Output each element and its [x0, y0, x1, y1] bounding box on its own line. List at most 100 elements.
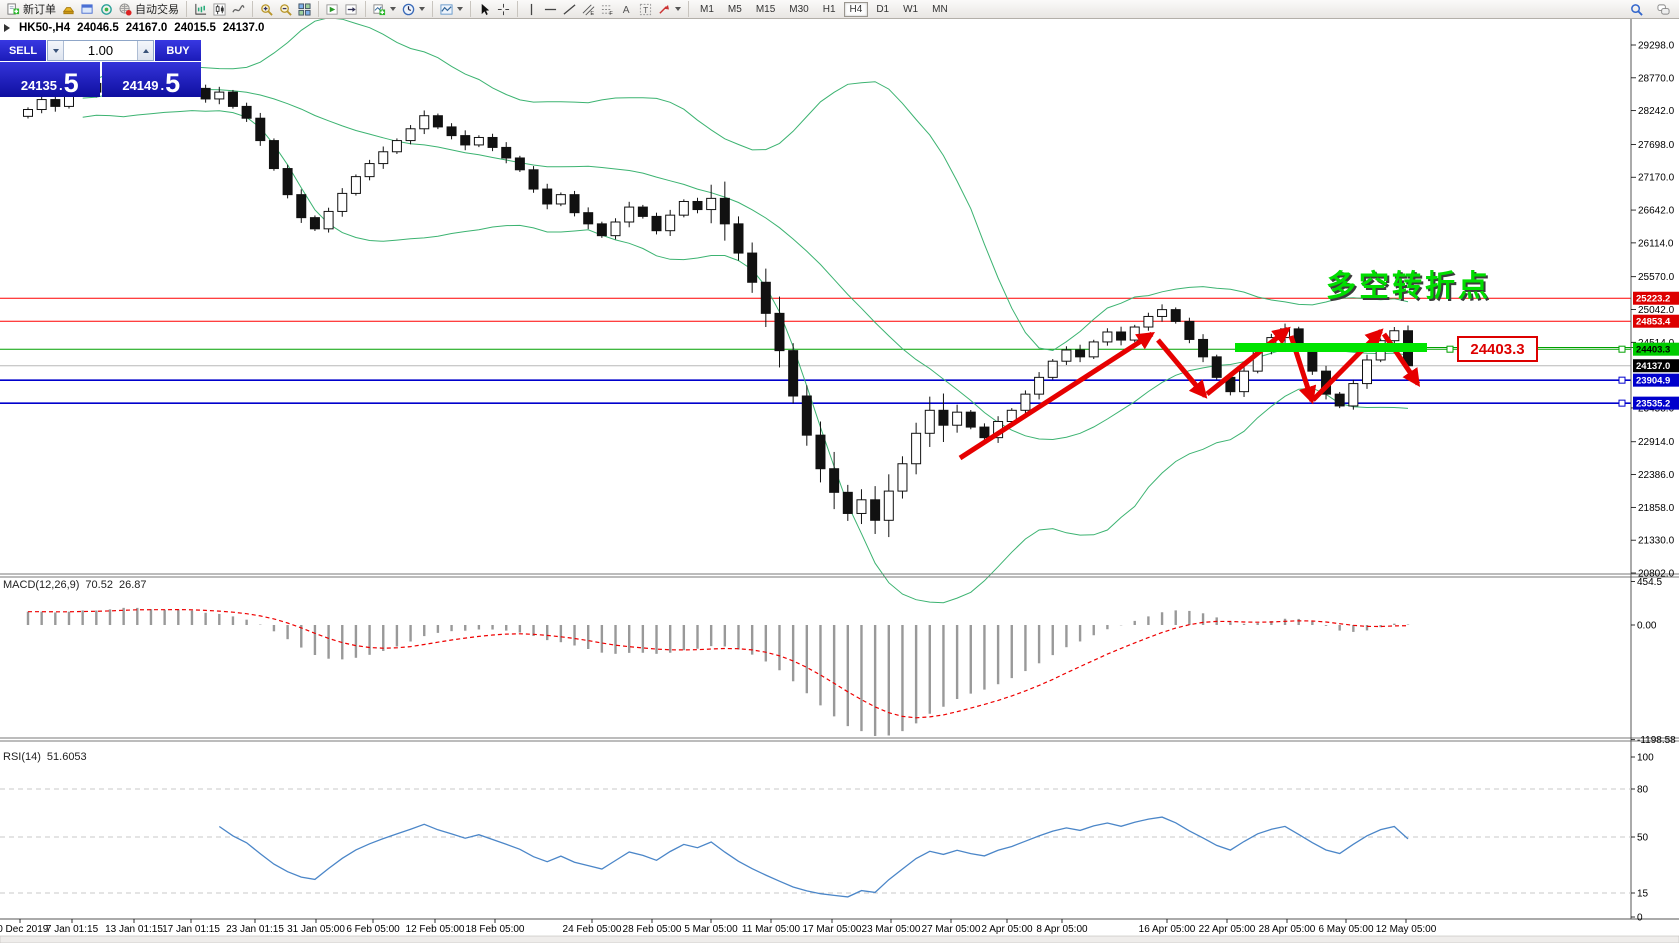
rsi-tick: 15: [1637, 889, 1649, 900]
price-callout-box[interactable]: 24403.3: [1457, 336, 1538, 362]
candle: [391, 140, 402, 153]
line-handle[interactable]: [1446, 345, 1454, 353]
vertical-line-tool-button[interactable]: [522, 2, 541, 17]
price-badge-text: 23904.9: [1636, 376, 1670, 387]
chart-shift-button[interactable]: [342, 2, 361, 17]
search-button[interactable]: [1627, 2, 1646, 17]
macd-value: 70.52: [85, 579, 113, 591]
arrows-icon: [658, 3, 671, 16]
tile-windows-button[interactable]: [295, 2, 314, 17]
candle: [1389, 330, 1400, 342]
bar-chart-mode-button[interactable]: [191, 2, 210, 17]
time-tick: 27 Mar 05:00: [922, 924, 981, 935]
new-order-button[interactable]: 新订单: [4, 0, 59, 18]
line-chart-mode-button[interactable]: [229, 2, 248, 17]
chevron-down-icon[interactable]: [457, 7, 463, 11]
combo-icon: [440, 3, 453, 16]
bollinger-lower: [82, 110, 1409, 604]
timeframe-h1-button[interactable]: H1: [822, 3, 836, 15]
timeframe-d1-button[interactable]: D1: [876, 3, 890, 15]
time-tick: 2 Apr 05:00: [981, 924, 1033, 935]
chevron-down-icon[interactable]: [390, 7, 396, 11]
cursor-tool-button[interactable]: [475, 2, 494, 17]
fibonacci-tool-button[interactable]: F: [598, 2, 617, 17]
volume-increase-button[interactable]: [137, 41, 153, 60]
new-chart-button[interactable]: [370, 2, 399, 17]
time-tick: 24 Feb 05:00: [563, 924, 622, 935]
candle: [419, 115, 430, 130]
volume-input[interactable]: 1.00: [87, 43, 114, 58]
rsi-panel: 100 80 50 15 0: [0, 753, 1654, 924]
timeframe-w1-button[interactable]: W1: [903, 3, 919, 15]
candle: [268, 140, 279, 170]
auto-scroll-button[interactable]: [323, 2, 342, 17]
market-watch-button[interactable]: [59, 2, 78, 17]
candle: [651, 215, 662, 232]
sell-price-button[interactable]: 24135 . 5: [0, 62, 100, 97]
trend-arrow[interactable]: [1311, 328, 1384, 402]
timeframe-m30-button[interactable]: M30: [789, 3, 809, 15]
text-tool-button[interactable]: A: [617, 2, 636, 17]
candle: [1006, 409, 1017, 422]
candle: [1334, 393, 1345, 407]
candle: [801, 395, 812, 436]
time-tick: 23 Jan 01:15: [226, 924, 284, 935]
timeframe-h4-button[interactable]: H4: [843, 1, 869, 17]
navigator-button[interactable]: [97, 2, 116, 17]
candle: [542, 188, 553, 205]
zoom-out-button[interactable]: [276, 2, 295, 17]
arrows-tool-button[interactable]: [655, 2, 684, 17]
zoom-in-button[interactable]: [257, 2, 276, 17]
candlestick-mode-button[interactable]: [210, 2, 229, 17]
price-tick: 22914.0: [1638, 437, 1675, 448]
time-tick: 6 Feb 05:00: [346, 924, 400, 935]
candle: [1020, 393, 1031, 411]
autotrading-label: 自动交易: [135, 4, 179, 16]
timeframe-m5-button[interactable]: M5: [727, 3, 742, 15]
time-tick: 8 Apr 05:00: [1036, 924, 1088, 935]
status-strip: [0, 935, 1679, 943]
sell-button[interactable]: SELL: [0, 40, 46, 61]
trend-arrow[interactable]: [1205, 326, 1291, 396]
trendline-tool-button[interactable]: [560, 2, 579, 17]
triangle-up-icon: [142, 48, 149, 53]
svg-text:E: E: [590, 11, 594, 16]
buy-button[interactable]: BUY: [155, 40, 201, 61]
timeframe-mn-button[interactable]: MN: [932, 3, 948, 15]
hline-icon: [544, 3, 557, 16]
timeframe-m15-button[interactable]: M15: [755, 3, 776, 15]
svg-text:F: F: [609, 11, 613, 16]
chart-plus-icon: [373, 3, 386, 16]
trend-arrow[interactable]: [1381, 332, 1421, 387]
trend-arrow[interactable]: [1156, 338, 1208, 399]
symbol-period: HK50-,H4: [19, 22, 71, 34]
toolbar: 新订单 自动交易 E F A T M1 M5 M15 M30 H1 H4 D1 W1 MN: [0, 0, 1679, 19]
chat-button[interactable]: [1654, 2, 1673, 17]
timeframe-m1-button[interactable]: M1: [700, 3, 714, 15]
line-handle[interactable]: [1618, 399, 1626, 407]
line-handle[interactable]: [1618, 345, 1626, 353]
toolbar-group-profile: [432, 1, 470, 17]
price-tick: 26642.0: [1638, 206, 1675, 217]
headline-annotation[interactable]: 多空转折点: [1326, 270, 1491, 303]
data-window-button[interactable]: [78, 2, 97, 17]
chevron-down-icon[interactable]: [419, 7, 425, 11]
equidistant-channel-tool-button[interactable]: E: [579, 2, 598, 17]
buy-price-button[interactable]: 24149 . 5: [101, 62, 201, 97]
chart-profile-button[interactable]: [437, 2, 466, 17]
chevron-down-icon[interactable]: [675, 7, 681, 11]
autotrading-button[interactable]: 自动交易: [116, 0, 182, 18]
volume-decrease-button[interactable]: [48, 41, 64, 60]
ohlc-close: 24137.0: [222, 22, 265, 34]
crosshair-tool-button[interactable]: [494, 2, 513, 17]
period-selector-button[interactable]: [399, 2, 428, 17]
horizontal-line-tool-button[interactable]: [541, 2, 560, 17]
price-dot: .: [59, 78, 63, 93]
highlight-bar[interactable]: [1235, 343, 1427, 352]
trend-arrow[interactable]: [958, 331, 1156, 461]
time-tick: 30 Dec 2019: [0, 924, 49, 935]
line-handle[interactable]: [1618, 376, 1626, 384]
text-label-tool-button[interactable]: T: [636, 2, 655, 17]
toolbar-group-insert: [365, 1, 432, 17]
